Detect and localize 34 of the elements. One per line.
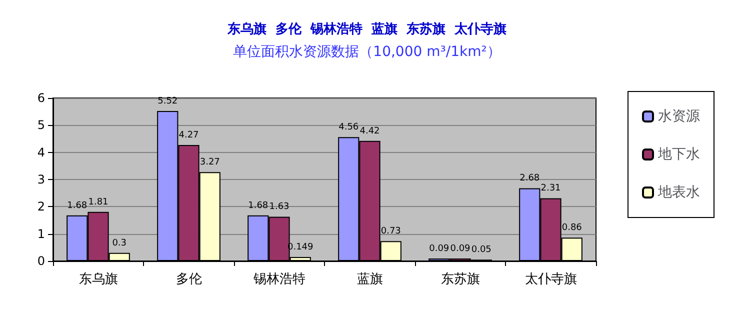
x-tick-label: 东乌旗 [78, 272, 118, 287]
chart-title: 东乌旗 多伦 锡林浩特 蓝旗 东苏旗 太仆寺旗 [226, 21, 507, 37]
y-tick-label: 5 [37, 118, 45, 132]
data-label: 4.42 [360, 126, 380, 136]
data-label: 0.73 [380, 226, 401, 237]
data-label: 1.63 [269, 202, 290, 212]
data-label: 0.09 [429, 244, 450, 254]
y-tick-label: 0 [37, 254, 45, 268]
data-label: 1.81 [88, 197, 108, 208]
y-tick-label: 1 [37, 226, 45, 241]
data-label: 4.56 [338, 122, 359, 133]
x-tick-label: 锡林浩特 [252, 272, 306, 287]
y-tick-label: 6 [37, 91, 45, 105]
chart-subtitle: 单位面积水资源数据（10,000 m³/1km²） [233, 44, 501, 60]
data-label: 1.68 [248, 200, 268, 211]
y-tick-label: 3 [37, 172, 45, 186]
data-label: 3.27 [200, 158, 220, 168]
data-label: 0.3 [112, 238, 127, 248]
data-label: 0.09 [450, 244, 471, 254]
data-label: 4.27 [178, 130, 199, 140]
x-tick-label: 蓝旗 [356, 272, 383, 287]
y-tick-label: 2 [37, 200, 45, 214]
data-label: 1.68 [67, 200, 88, 211]
data-label: 2.68 [520, 174, 540, 184]
data-label: 2.31 [540, 184, 561, 194]
legend-label: 水资源 [658, 108, 700, 124]
x-tick-label: 多伦 [176, 272, 202, 287]
legend-label: 地表水 [657, 184, 700, 200]
legend-label: 地下水 [657, 146, 700, 162]
data-label: 0.86 [562, 223, 582, 234]
y-tick-label: 4 [37, 145, 45, 160]
x-tick-label: 太仆寺旗 [524, 272, 577, 287]
data-label: 0.05 [471, 245, 492, 256]
x-tick-label: 东苏旗 [440, 272, 480, 287]
